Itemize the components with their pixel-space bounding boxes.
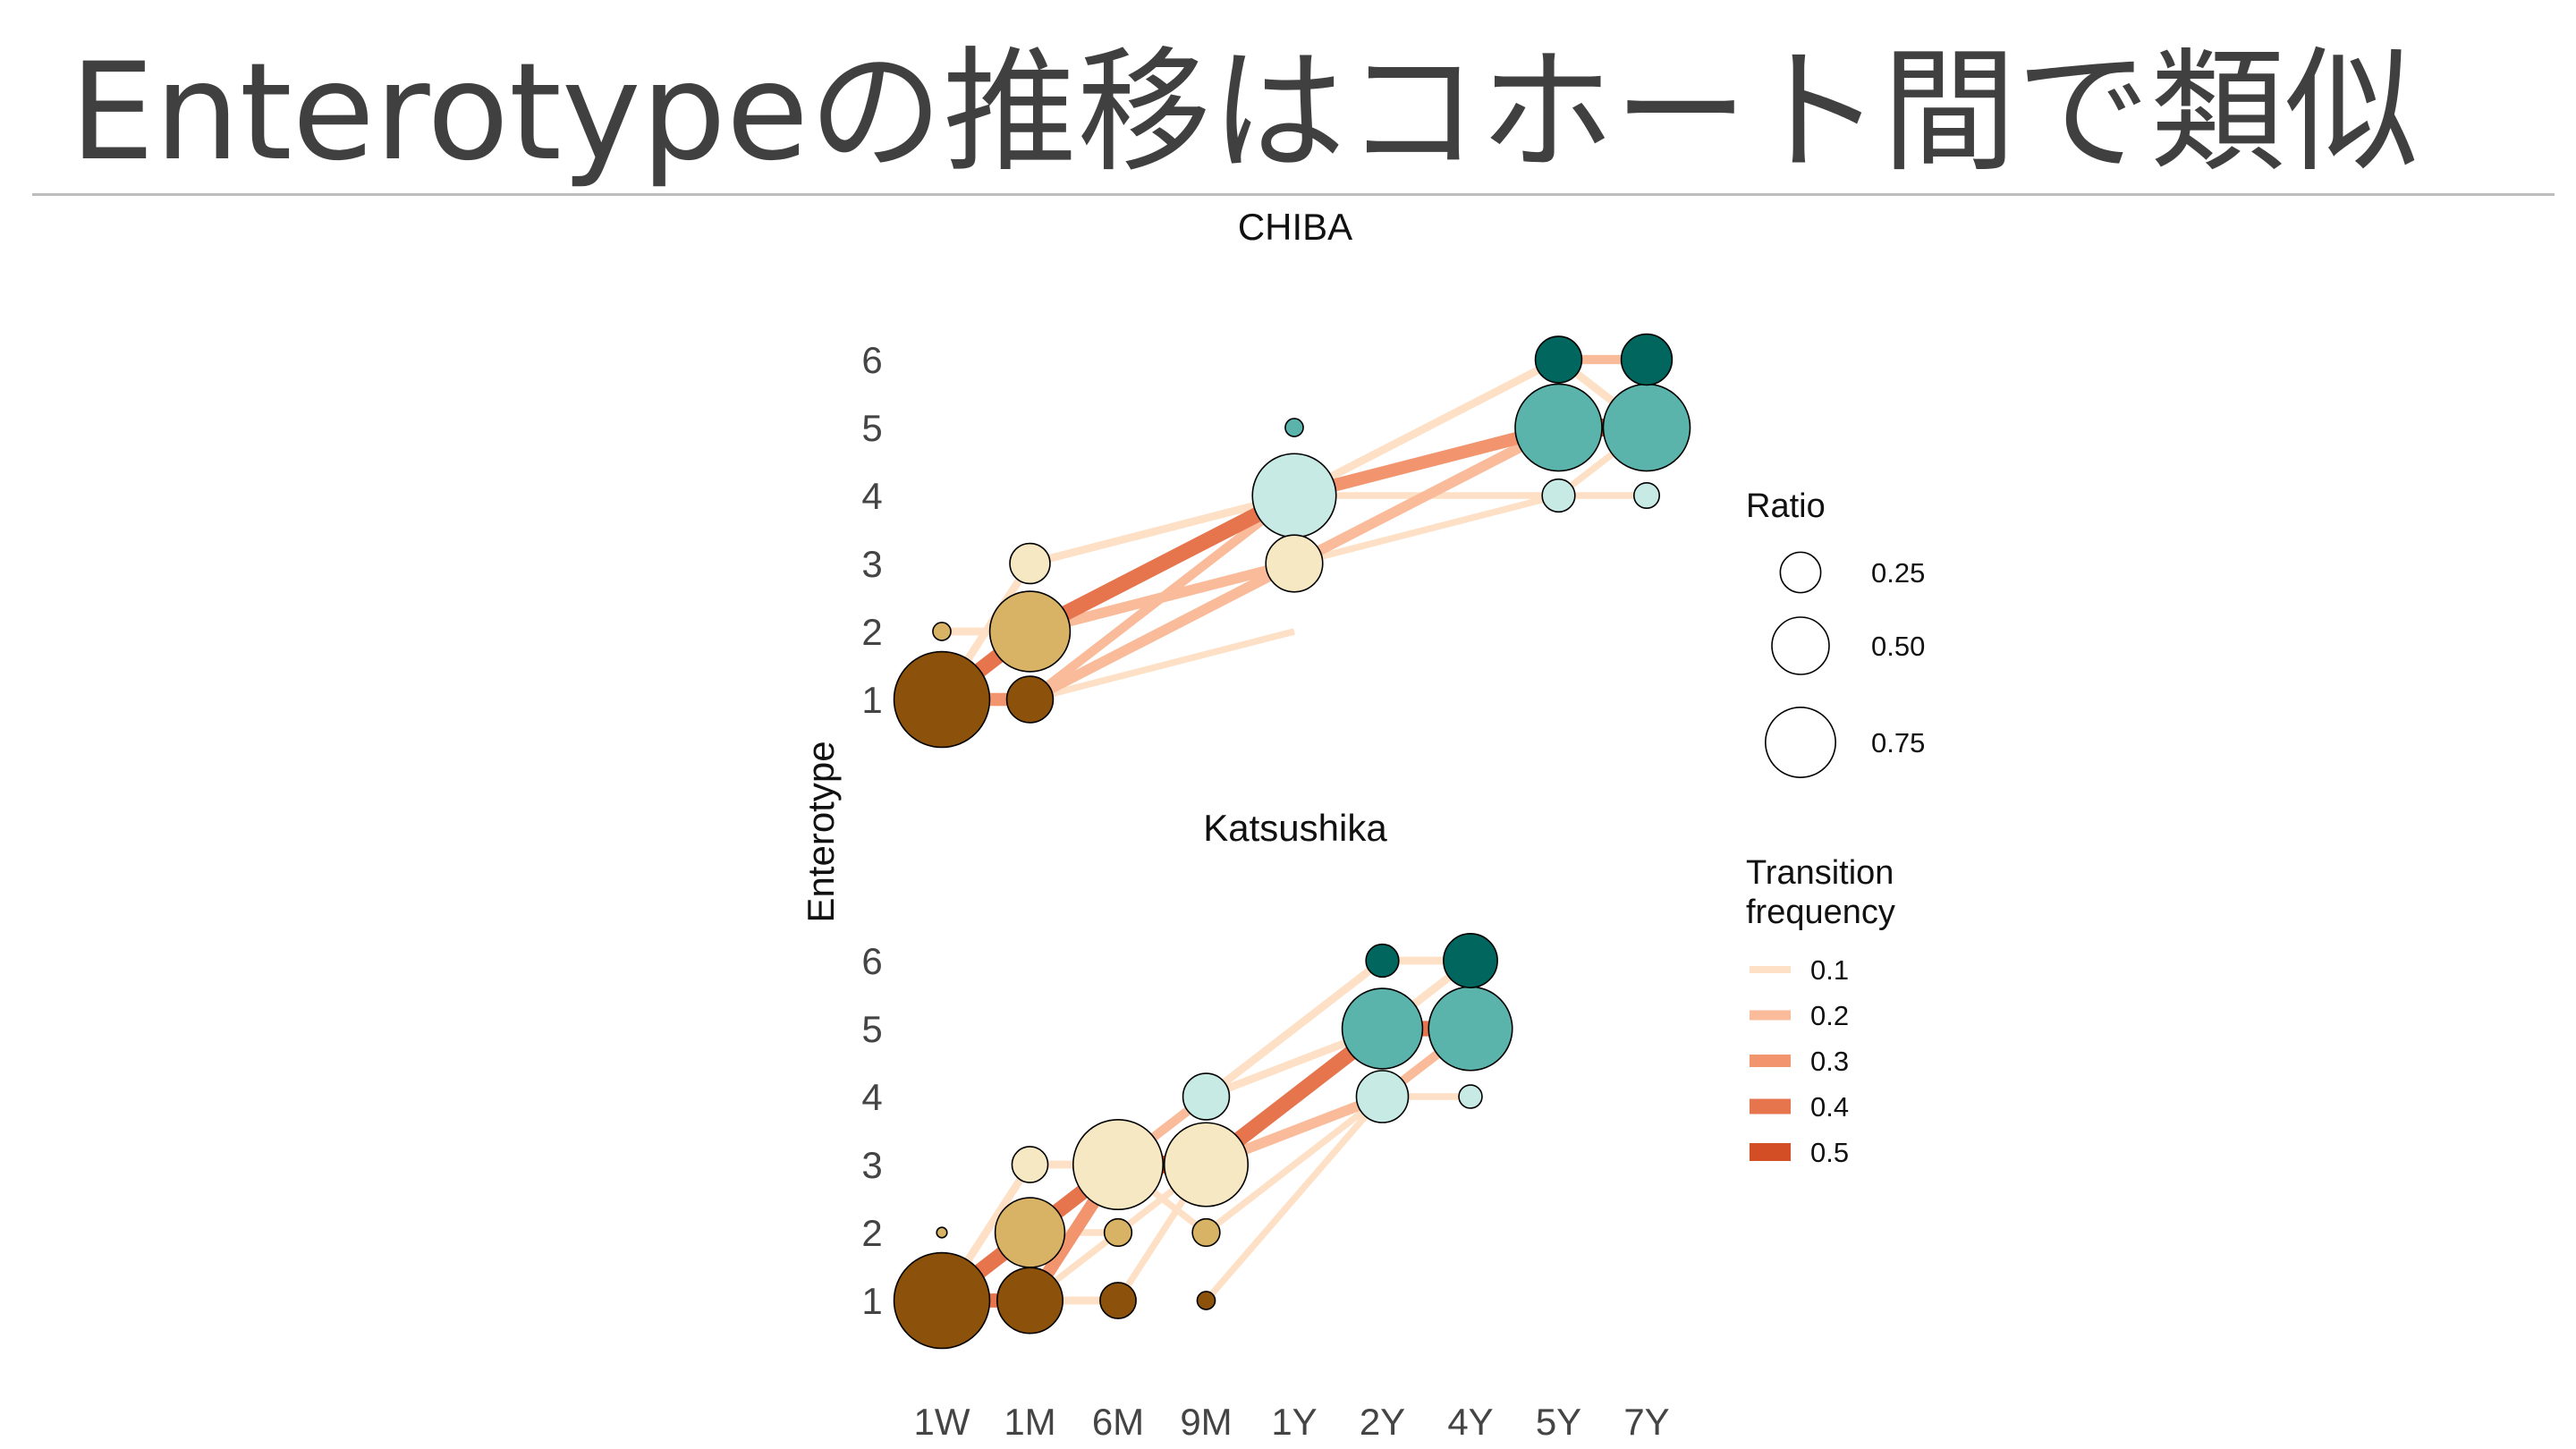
enterotype-point xyxy=(936,1226,948,1239)
transition-line xyxy=(1204,1094,1385,1235)
slide-title: Enterotypeの推移はコホート間で類似 xyxy=(70,35,2419,191)
title-divider xyxy=(32,193,2555,196)
legend-transition-title-line2: frequency xyxy=(1746,894,1895,931)
enterotype-point xyxy=(996,1267,1063,1335)
y-tick-label: 2 xyxy=(861,611,882,653)
y-tick-label: 6 xyxy=(861,339,882,381)
y-tick-label: 6 xyxy=(861,940,882,982)
enterotype-point xyxy=(1602,383,1691,472)
y-tick-label: 2 xyxy=(861,1212,882,1254)
enterotype-point xyxy=(1265,534,1324,593)
enterotype-point xyxy=(1182,1072,1231,1121)
enterotype-point xyxy=(1191,1217,1221,1248)
y-tick-label: 3 xyxy=(861,543,882,585)
enterotype-point xyxy=(1011,1146,1049,1183)
transition-line xyxy=(1292,356,1561,499)
enterotype-point xyxy=(1534,335,1583,384)
enterotype-point xyxy=(893,1251,991,1350)
transition-line xyxy=(1203,957,1385,1100)
legend-transition-label: 0.3 xyxy=(1810,1046,1849,1077)
enterotype-point xyxy=(1099,1282,1137,1319)
x-tick-label: 9M xyxy=(1180,1401,1232,1443)
y-tick-label: 4 xyxy=(861,1076,882,1118)
x-tick-label: 4Y xyxy=(1447,1401,1493,1443)
transition-line xyxy=(1029,558,1296,637)
transition-line xyxy=(1029,628,1295,703)
legend-transition-label: 0.2 xyxy=(1810,1000,1849,1031)
transition-line xyxy=(1029,491,1296,568)
enterotype-point xyxy=(1632,481,1661,510)
enterotype-point xyxy=(1009,542,1051,585)
enterotype-point xyxy=(1341,987,1424,1070)
enterotype-point xyxy=(1005,675,1055,724)
x-tick-label: 6M xyxy=(1092,1401,1144,1443)
y-axis-title: Enterotype xyxy=(800,741,842,922)
enterotype-point xyxy=(1620,333,1674,386)
enterotype-point xyxy=(988,590,1072,673)
enterotype-point xyxy=(1514,383,1603,472)
enterotype-point xyxy=(1284,418,1304,437)
enterotype-point xyxy=(1428,986,1513,1072)
transition-line xyxy=(1293,492,1560,567)
enterotype-point xyxy=(1365,943,1400,979)
x-tick-label: 1M xyxy=(1004,1401,1055,1443)
transition-line xyxy=(1203,1094,1385,1303)
enterotype-point xyxy=(1103,1217,1133,1248)
enterotype-point xyxy=(1163,1122,1250,1208)
legend-transition-label: 0.4 xyxy=(1810,1091,1849,1123)
enterotype-point xyxy=(1196,1291,1216,1310)
enterotype-point xyxy=(1443,933,1498,988)
y-tick-label: 4 xyxy=(861,475,882,517)
enterotype-point xyxy=(1251,453,1337,538)
enterotype-point xyxy=(1458,1084,1483,1109)
enterotype-point xyxy=(1355,1070,1410,1123)
x-tick-label: 5Y xyxy=(1536,1401,1581,1443)
transition-line xyxy=(1027,558,1297,705)
legend-transition-label: 0.1 xyxy=(1810,954,1849,986)
y-tick-label: 1 xyxy=(861,679,882,721)
legend-ratio-label: 0.50 xyxy=(1871,631,1925,662)
legend-ratio-label: 0.25 xyxy=(1871,557,1925,589)
legend-ratio-key xyxy=(1779,551,1822,594)
enterotype-point xyxy=(994,1197,1066,1268)
transition-line xyxy=(1292,422,1562,569)
enterotype-point xyxy=(1541,478,1576,513)
y-tick-label: 5 xyxy=(861,1008,882,1050)
legend-ratio-key xyxy=(1765,707,1836,778)
y-tick-label: 3 xyxy=(861,1144,882,1186)
panel-title: CHIBA xyxy=(1238,206,1352,248)
enterotype-point xyxy=(893,650,991,749)
enterotype-point xyxy=(932,622,952,641)
transition-line xyxy=(1292,421,1561,502)
y-tick-label: 1 xyxy=(861,1280,882,1322)
panel-0: CHIBA xyxy=(893,206,1691,749)
panel-1: Katsushika xyxy=(893,807,1513,1350)
legend-ratio-title: Ratio xyxy=(1746,487,1826,525)
enterotype-point xyxy=(1072,1118,1165,1211)
legend-ratio-key xyxy=(1771,616,1830,675)
panel-title: Katsushika xyxy=(1203,807,1387,849)
legend-transition-title-line1: Transition xyxy=(1746,854,1894,892)
y-tick-label: 5 xyxy=(861,407,882,449)
x-tick-label: 1W xyxy=(914,1401,970,1443)
x-tick-label: 7Y xyxy=(1623,1401,1669,1443)
legend-transition-label: 0.5 xyxy=(1810,1137,1849,1168)
legend-ratio-label: 0.75 xyxy=(1871,727,1925,758)
transition-line xyxy=(1026,488,1298,639)
x-tick-label: 1Y xyxy=(1271,1401,1317,1443)
x-tick-label: 2Y xyxy=(1360,1401,1405,1443)
